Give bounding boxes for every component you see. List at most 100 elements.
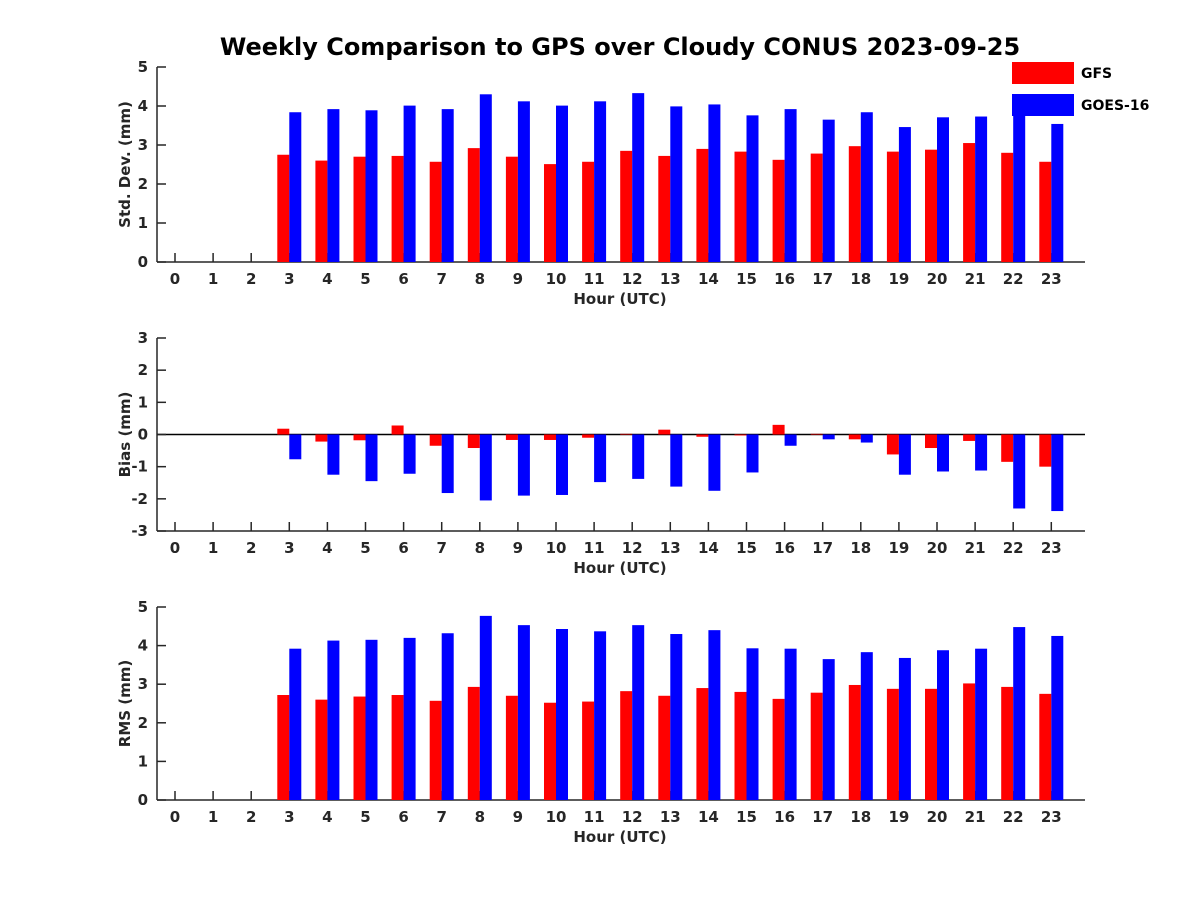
- bar-goes-16-hour-19: [898, 434, 911, 475]
- bar-gfs-hour-16: [772, 424, 785, 435]
- x-tick-label: 17: [812, 270, 833, 288]
- x-tick-label: 13: [660, 539, 681, 557]
- bar-gfs-hour-22: [1001, 434, 1014, 462]
- bar-gfs-hour-19: [886, 151, 899, 262]
- bar-goes-16-hour-11: [594, 631, 607, 800]
- bar-goes-16-hour-22: [1013, 434, 1026, 509]
- x-tick-label: 22: [1003, 808, 1024, 826]
- bar-gfs-hour-14: [696, 688, 709, 800]
- bar-goes-16-hour-12: [632, 434, 645, 479]
- bar-goes-16-hour-13: [670, 106, 683, 262]
- y-axis-label: Bias (mm): [116, 392, 134, 478]
- y-axis-label: Std. Dev. (mm): [116, 101, 134, 228]
- bar-goes-16-hour-5: [365, 110, 378, 262]
- x-tick-label: 11: [584, 270, 605, 288]
- x-tick-label: 14: [698, 270, 719, 288]
- y-tick-label: 5: [138, 58, 148, 76]
- bar-goes-16-hour-21: [975, 116, 988, 262]
- x-axis-label: Hour (UTC): [573, 828, 666, 846]
- bar-goes-16-hour-7: [441, 633, 454, 800]
- bar-goes-16-hour-3: [289, 112, 302, 263]
- y-tick-label: 0: [138, 791, 148, 809]
- bar-gfs-hour-18: [848, 146, 861, 262]
- bar-goes-16-hour-23: [1051, 123, 1064, 262]
- x-tick-label: 18: [850, 808, 871, 826]
- x-tick-label: 2: [246, 808, 256, 826]
- bar-gfs-hour-5: [353, 156, 366, 262]
- legend-label: GFS: [1081, 66, 1112, 82]
- bar-gfs-hour-23: [1039, 161, 1052, 262]
- bar-goes-16-hour-16: [784, 648, 797, 800]
- bar-gfs-hour-7: [429, 700, 442, 800]
- x-tick-label: 1: [208, 808, 218, 826]
- bar-gfs-hour-18: [848, 434, 861, 440]
- bar-goes-16-hour-7: [441, 109, 454, 263]
- x-tick-label: 6: [398, 270, 408, 288]
- bar-gfs-hour-4: [315, 434, 328, 442]
- bar-gfs-hour-9: [505, 434, 518, 440]
- bar-goes-16-hour-20: [937, 434, 949, 472]
- x-tick-label: 10: [546, 539, 567, 557]
- y-tick-label: 1: [138, 752, 148, 770]
- bar-goes-16-hour-13: [670, 634, 683, 800]
- bar-goes-16-hour-6: [403, 105, 416, 262]
- bar-gfs-hour-12: [620, 433, 633, 435]
- bar-gfs-hour-23: [1039, 693, 1052, 800]
- bar-gfs-hour-8: [467, 148, 480, 262]
- bar-goes-16-hour-20: [937, 650, 949, 800]
- x-tick-label: 15: [736, 808, 757, 826]
- y-axis-label: RMS (mm): [116, 660, 134, 747]
- bar-goes-16-hour-20: [937, 117, 949, 262]
- x-tick-label: 1: [208, 539, 218, 557]
- x-tick-label: 21: [965, 539, 986, 557]
- y-tick-label: 4: [138, 637, 148, 655]
- x-tick-label: 12: [622, 808, 643, 826]
- y-tick-label: 2: [138, 714, 148, 732]
- bar-gfs-hour-17: [810, 433, 823, 435]
- x-tick-label: 10: [546, 808, 567, 826]
- bar-gfs-hour-16: [772, 698, 785, 800]
- bar-goes-16-hour-5: [365, 639, 378, 800]
- bar-goes-16-hour-6: [403, 637, 416, 800]
- bar-goes-16-hour-16: [784, 109, 797, 263]
- bar-gfs-hour-8: [467, 434, 480, 449]
- x-tick-label: 4: [322, 808, 332, 826]
- bar-goes-16-hour-18: [860, 652, 873, 800]
- x-tick-label: 22: [1003, 270, 1024, 288]
- bar-goes-16-hour-14: [708, 434, 721, 491]
- x-tick-label: 13: [660, 270, 681, 288]
- bar-goes-16-hour-21: [975, 648, 988, 800]
- bar-goes-16-hour-9: [517, 625, 530, 800]
- x-tick-label: 7: [436, 808, 446, 826]
- x-tick-label: 0: [170, 270, 180, 288]
- bar-goes-16-hour-4: [327, 434, 340, 475]
- x-axis-label: Hour (UTC): [573, 559, 666, 577]
- bar-goes-16-hour-19: [898, 127, 911, 262]
- bar-goes-16-hour-4: [327, 109, 340, 263]
- y-tick-label: 4: [138, 97, 148, 115]
- x-tick-label: 23: [1041, 270, 1062, 288]
- x-tick-label: 23: [1041, 808, 1062, 826]
- y-tick-label: -2: [131, 490, 148, 508]
- x-tick-label: 16: [774, 539, 795, 557]
- x-tick-label: 0: [170, 808, 180, 826]
- bar-goes-16-hour-23: [1051, 434, 1064, 512]
- bar-goes-16-hour-6: [403, 434, 416, 474]
- y-tick-label: 0: [138, 253, 148, 271]
- x-tick-label: 21: [965, 808, 986, 826]
- x-tick-label: 14: [698, 539, 719, 557]
- bar-goes-16-hour-12: [632, 93, 645, 262]
- bar-gfs-hour-9: [505, 156, 518, 262]
- bar-gfs-hour-5: [353, 696, 366, 800]
- x-tick-label: 9: [513, 270, 523, 288]
- x-tick-label: 5: [360, 808, 370, 826]
- y-tick-label: 1: [138, 393, 148, 411]
- bar-goes-16-hour-19: [898, 657, 911, 800]
- x-tick-label: 12: [622, 539, 643, 557]
- y-tick-label: 5: [138, 598, 148, 616]
- x-tick-label: 3: [284, 270, 294, 288]
- x-tick-label: 9: [513, 539, 523, 557]
- x-tick-label: 7: [436, 539, 446, 557]
- x-tick-label: 14: [698, 808, 719, 826]
